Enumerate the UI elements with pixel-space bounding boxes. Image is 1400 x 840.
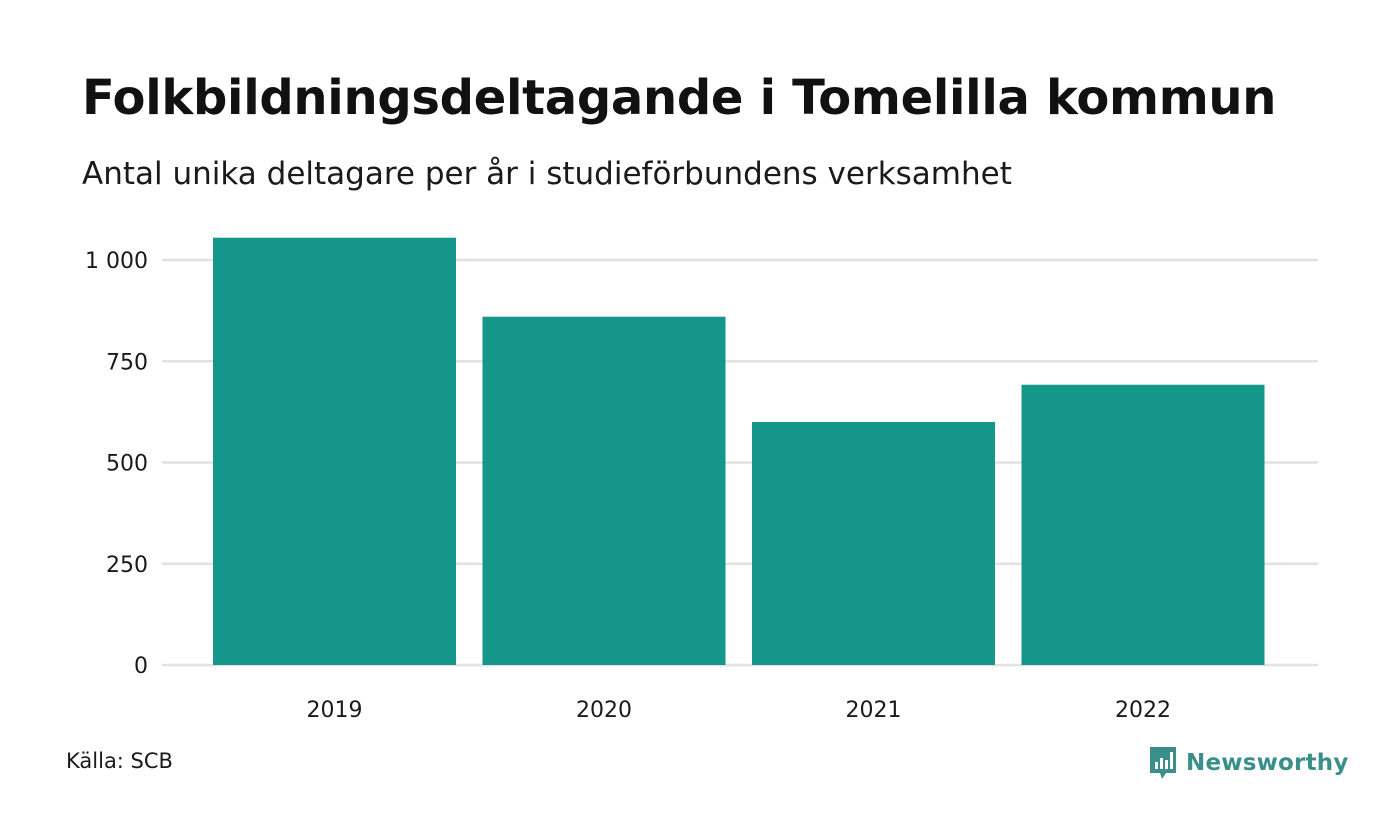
x-axis-ticks: 2019 2020 2021 2022 [307, 698, 1172, 723]
y-tick-label: 1 000 [85, 249, 148, 274]
x-tick-label: 2020 [576, 698, 632, 723]
x-tick-label: 2021 [846, 698, 902, 723]
bars [213, 237, 1265, 665]
chart-subtitle: Antal unika deltagare per år i studieför… [82, 156, 1012, 192]
bar-chart-speech-icon [1150, 747, 1176, 779]
bar-2022 [1021, 384, 1265, 665]
chart-title: Folkbildningsdeltagande i Tomelilla komm… [82, 70, 1277, 126]
brand-logo: Newsworthy [1148, 743, 1349, 783]
bar-2021 [752, 422, 995, 665]
source-note: Källa: SCB [66, 749, 173, 773]
y-axis-ticks: 0 250 500 750 1 000 [85, 249, 148, 679]
y-tick-label: 750 [106, 350, 148, 375]
x-tick-label: 2022 [1115, 698, 1171, 723]
bar-2020 [482, 316, 726, 665]
y-tick-label: 0 [134, 654, 148, 679]
x-tick-label: 2019 [307, 698, 363, 723]
brand-name: Newsworthy [1186, 750, 1349, 776]
y-tick-label: 500 [106, 452, 148, 477]
y-tick-label: 250 [106, 553, 148, 578]
bar-2019 [213, 237, 456, 665]
bar-chart: 0 250 500 750 1 000 2019 2020 2021 2022 [85, 237, 1318, 723]
